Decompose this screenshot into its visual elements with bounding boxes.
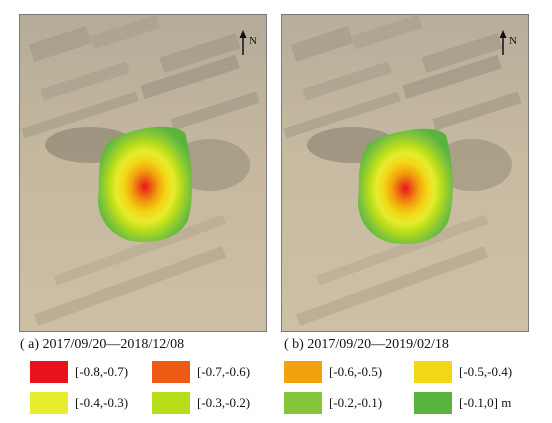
caption-b: ( b) 2017/09/20—2019/02/18 — [284, 337, 449, 352]
legend-swatch — [152, 392, 190, 414]
satellite-map-a: N — [20, 15, 266, 331]
legend-swatch — [284, 361, 322, 383]
legend-item: [-0.5,-0.4) — [414, 361, 512, 383]
north-label: N — [249, 35, 257, 47]
legend-item: [-0.2,-0.1) — [284, 392, 382, 414]
legend-swatch — [152, 361, 190, 383]
legend-label: [-0.3,-0.2) — [197, 395, 251, 410]
legend-label: [-0.8,-0.7) — [75, 364, 129, 379]
legend-label: [-0.7,-0.6) — [197, 364, 251, 379]
field-texture — [283, 15, 522, 326]
legend-label: [-0.5,-0.4) — [459, 364, 513, 379]
legend-label: [-0.4,-0.3) — [75, 395, 129, 410]
caption-a: ( a) 2017/09/20—2018/12/08 — [20, 337, 185, 352]
legend-label: [-0.6,-0.5) — [329, 364, 383, 379]
legend-item: [-0.7,-0.6) — [152, 361, 250, 383]
legend-item: [-0.6,-0.5) — [284, 361, 382, 383]
legend-item: [-0.1,0] m — [414, 392, 511, 414]
satellite-map-b: N — [282, 15, 528, 331]
field-texture — [21, 15, 260, 326]
legend-item: [-0.3,-0.2) — [152, 392, 250, 414]
deformation-zone-a — [98, 126, 192, 243]
legend-item: [-0.8,-0.7) — [30, 361, 128, 383]
map-panel-b: N — [281, 14, 529, 332]
legend-label: [-0.2,-0.1) — [329, 395, 383, 410]
legend-swatch — [284, 392, 322, 414]
map-panel-a: N — [19, 14, 267, 332]
legend-swatch — [414, 392, 452, 414]
legend-label: [-0.1,0] m — [459, 395, 512, 410]
north-label: N — [509, 35, 517, 47]
legend-swatch — [30, 361, 68, 383]
north-arrow-icon — [499, 30, 507, 55]
legend-swatch — [414, 361, 452, 383]
legend-swatch — [30, 392, 68, 414]
north-arrow-icon — [239, 30, 247, 55]
legend-item: [-0.4,-0.3) — [30, 392, 128, 414]
deformation-zone-b — [358, 128, 453, 245]
